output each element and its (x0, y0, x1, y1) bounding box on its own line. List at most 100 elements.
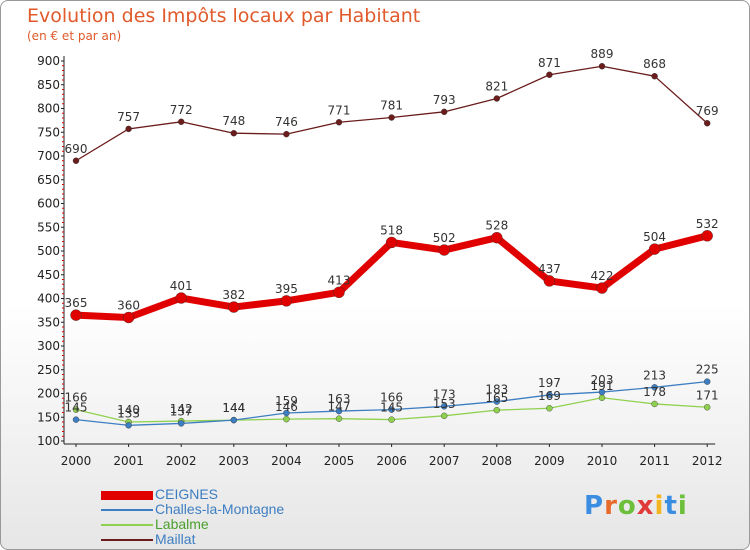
data-label: 173 (433, 387, 456, 401)
x-tick-label: 2009 (534, 454, 565, 468)
y-tick-label: 650 (37, 173, 60, 187)
data-label: 821 (485, 80, 508, 94)
data-label: 746 (275, 115, 298, 129)
data-label: 145 (380, 401, 403, 415)
x-tick-label: 2000 (61, 454, 92, 468)
data-label: 889 (591, 47, 614, 61)
data-point (651, 384, 658, 391)
y-tick-label: 500 (37, 244, 60, 258)
data-label: 171 (696, 388, 719, 402)
data-label: 871 (538, 56, 561, 70)
data-point (493, 406, 500, 414)
y-tick-label: 350 (37, 315, 60, 329)
logo-letter: o (617, 491, 637, 521)
data-point (333, 286, 345, 299)
legend-label: Labalme (155, 516, 209, 532)
data-point (283, 409, 290, 417)
data-point (72, 406, 80, 413)
data-label: 144 (222, 401, 245, 415)
data-label: 437 (538, 262, 561, 276)
y-tick-label: 250 (37, 363, 60, 377)
x-tick-label: 2011 (639, 454, 670, 468)
data-label: 197 (538, 376, 561, 390)
legend-swatch (101, 524, 153, 526)
logo-letter: x (636, 491, 655, 521)
chart-title: Evolution des Impôts locaux par Habitant (27, 5, 421, 27)
data-point (648, 243, 661, 255)
data-label: 360 (117, 299, 140, 313)
data-point (438, 244, 450, 256)
data-label: 518 (380, 223, 403, 237)
x-tick-label: 2008 (482, 454, 513, 468)
data-point (72, 157, 80, 164)
data-point (228, 301, 240, 313)
y-tick-label: 900 (37, 54, 60, 68)
data-point (441, 403, 448, 410)
legend-label: Challes-la-Montagne (155, 501, 285, 517)
data-label: 757 (117, 110, 140, 124)
x-tick-label: 2002 (166, 454, 197, 468)
data-label: 144 (222, 401, 245, 415)
logo-letter: i (654, 491, 665, 521)
data-point (546, 391, 553, 399)
data-label: 365 (65, 296, 88, 310)
x-tick-label: 2001 (113, 454, 144, 468)
data-point (125, 125, 132, 133)
data-point (175, 292, 187, 304)
data-point (335, 407, 343, 415)
logo-letter: r (604, 491, 618, 521)
data-label: 502 (433, 231, 456, 245)
data-label: 145 (65, 401, 88, 415)
legend-swatch (101, 509, 153, 511)
data-point (493, 398, 500, 405)
x-tick-label: 2012 (692, 454, 723, 468)
x-tick-label: 2003 (219, 454, 250, 468)
data-point (441, 412, 448, 420)
data-label: 528 (485, 219, 508, 233)
y-tick-label: 700 (37, 149, 60, 163)
data-point (546, 405, 553, 412)
data-point (598, 388, 606, 396)
x-tick-label: 2005 (324, 454, 355, 468)
data-point (596, 282, 608, 294)
data-label: 868 (643, 57, 666, 71)
data-label: 769 (696, 104, 719, 118)
data-label: 183 (485, 383, 508, 397)
data-label: 401 (170, 279, 193, 293)
data-label: 690 (65, 142, 88, 156)
data-point (385, 236, 398, 249)
legend-swatch (101, 490, 153, 500)
data-label: 772 (170, 103, 193, 117)
data-point (546, 71, 553, 78)
logo-letter: P (584, 491, 605, 521)
y-tick-label: 200 (37, 387, 60, 401)
data-label: 422 (591, 269, 614, 283)
data-point (441, 108, 448, 116)
data-label: 213 (643, 368, 666, 382)
data-point (283, 415, 290, 423)
data-point (335, 415, 343, 422)
data-point (388, 406, 395, 413)
data-point (704, 120, 711, 127)
y-tick-label: 800 (37, 102, 60, 116)
data-point (598, 63, 606, 70)
data-label: 382 (222, 288, 245, 302)
data-point (704, 404, 711, 411)
data-label: 166 (380, 391, 403, 405)
data-label: 169 (538, 389, 561, 403)
data-point (122, 311, 135, 324)
data-label: 146 (275, 400, 298, 414)
x-tick-label: 2006 (376, 454, 407, 468)
data-label: 137 (170, 404, 193, 418)
data-label: 781 (380, 99, 403, 113)
y-tick-label: 100 (37, 434, 60, 448)
data-point (704, 378, 711, 385)
legend-swatch (101, 539, 153, 541)
data-point (280, 295, 293, 307)
y-tick-label: 550 (37, 220, 60, 234)
data-label: 140 (117, 403, 140, 417)
data-label: 504 (643, 230, 666, 244)
legend-label: CEIGNES (155, 486, 219, 502)
data-label: 793 (433, 93, 456, 107)
